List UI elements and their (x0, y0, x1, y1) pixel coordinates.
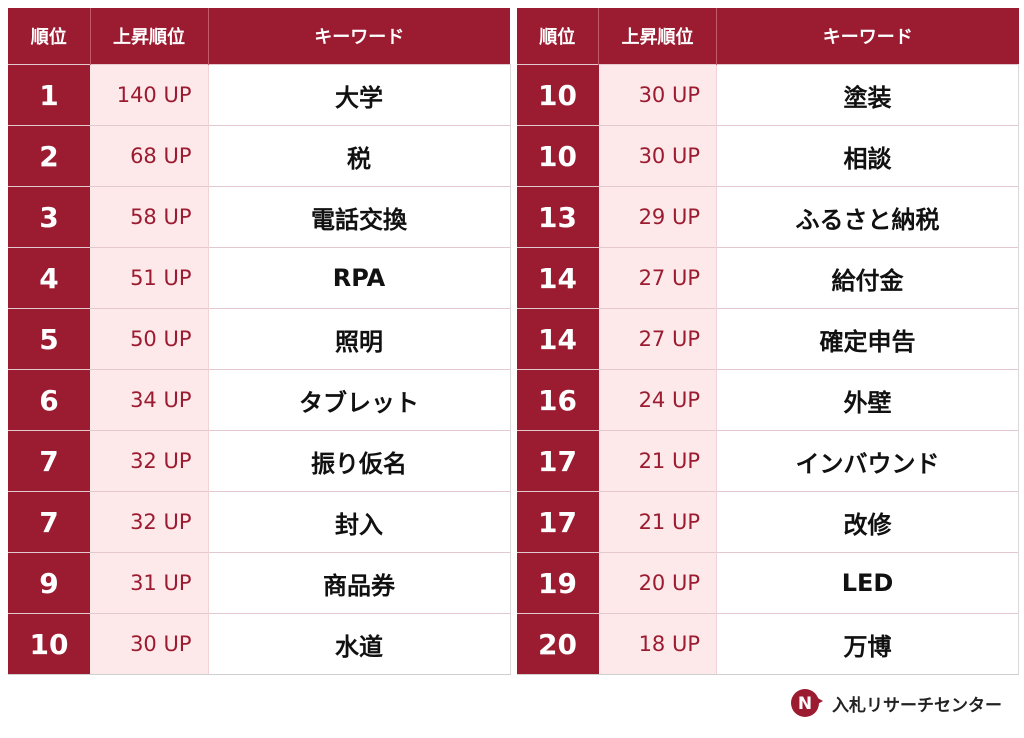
rank-up-value: 30 UP (598, 125, 717, 187)
table-row: 17 21 UP インバウンド (516, 430, 1019, 492)
table-row: 13 29 UP ふるさと納税 (516, 186, 1019, 248)
rank-number: 17 (516, 491, 599, 553)
table-row: 19 20 UP LED (516, 552, 1019, 614)
table-row: 14 27 UP 給付金 (516, 247, 1019, 309)
rank-number: 19 (516, 552, 599, 614)
keyword-text: 水道 (208, 613, 511, 675)
table-row: 20 18 UP 万博 (516, 613, 1019, 675)
rank-up-value: 20 UP (598, 552, 717, 614)
rank-up-value: 50 UP (90, 308, 209, 370)
table-row: 1 140 UP 大学 (8, 64, 511, 126)
rank-number: 10 (516, 125, 599, 187)
keyword-text: 振り仮名 (208, 430, 511, 492)
table-header-row: 順位 上昇順位 キーワード (8, 8, 510, 65)
keyword-text: インバウンド (716, 430, 1019, 492)
rank-number: 9 (8, 552, 90, 614)
table-row: 7 32 UP 振り仮名 (8, 430, 511, 492)
table-row: 10 30 UP 水道 (8, 613, 511, 675)
logo-mark-letter: N (798, 694, 812, 714)
rank-up-value: 34 UP (90, 369, 209, 431)
rank-number: 13 (516, 186, 599, 248)
keyword-text: 確定申告 (716, 308, 1019, 370)
rank-up-value: 27 UP (598, 308, 717, 370)
rank-number: 17 (516, 430, 599, 492)
keyword-text: 大学 (208, 64, 511, 126)
table-row: 4 51 UP RPA (8, 247, 511, 309)
logo-text: 入札リサーチセンター (832, 695, 1002, 716)
keyword-text: 給付金 (716, 247, 1019, 309)
table-row: 14 27 UP 確定申告 (516, 308, 1019, 370)
rank-number: 10 (8, 613, 90, 675)
rank-up-value: 18 UP (598, 613, 717, 675)
ranking-table-right-body: 10 30 UP 塗装 10 30 UP 相談 13 29 UP ふるさと納税 14 27 UP 給付… (516, 64, 1019, 675)
rank-up-value: 29 UP (598, 186, 717, 248)
rank-up-value: 31 UP (90, 552, 209, 614)
rank-up-value: 58 UP (90, 186, 209, 248)
table-row: 9 31 UP 商品券 (8, 552, 511, 614)
table-row: 17 21 UP 改修 (516, 491, 1019, 553)
rank-number: 14 (516, 308, 599, 370)
brand-logo: N 入札リサーチセンター (790, 688, 1002, 718)
rank-number: 4 (8, 247, 90, 309)
rank-number: 10 (516, 64, 599, 126)
keyword-text: RPA (208, 247, 511, 309)
header-keyword: キーワード (716, 8, 1019, 65)
ranking-table-left: 順位 上昇順位 キーワード 1 140 UP 大学 2 68 UP 税 3 58 UP 電話交換… (8, 8, 511, 675)
ranking-table-left-body: 1 140 UP 大学 2 68 UP 税 3 58 UP 電話交換 4 51 UP RPA 5 50 U… (8, 64, 511, 675)
table-row: 16 24 UP 外壁 (516, 369, 1019, 431)
ranking-tables: 順位 上昇順位 キーワード 1 140 UP 大学 2 68 UP 税 3 58 UP 電話交換… (8, 8, 1019, 675)
keyword-text: 改修 (716, 491, 1019, 553)
rank-number: 1 (8, 64, 90, 126)
rank-up-value: 24 UP (598, 369, 717, 431)
rank-up-value: 32 UP (90, 491, 209, 553)
rank-number: 7 (8, 430, 90, 492)
header-rank: 順位 (516, 8, 599, 65)
table-row: 6 34 UP タブレット (8, 369, 511, 431)
header-up: 上昇順位 (598, 8, 717, 65)
nyusatsu-logo-icon: N (791, 689, 823, 717)
rank-up-value: 30 UP (598, 64, 717, 126)
keyword-text: 万博 (716, 613, 1019, 675)
rank-number: 16 (516, 369, 599, 431)
header-rank: 順位 (8, 8, 91, 65)
table-row: 10 30 UP 塗装 (516, 64, 1019, 126)
rank-up-value: 32 UP (90, 430, 209, 492)
rank-up-value: 21 UP (598, 430, 717, 492)
keyword-text: ふるさと納税 (716, 186, 1019, 248)
ranking-table-right: 順位 上昇順位 キーワード 10 30 UP 塗装 10 30 UP 相談 13 29 UP ふ… (516, 8, 1019, 675)
rank-up-value: 68 UP (90, 125, 209, 187)
rank-up-value: 21 UP (598, 491, 717, 553)
rank-up-value: 27 UP (598, 247, 717, 309)
rank-up-value: 140 UP (90, 64, 209, 126)
keyword-text: 商品券 (208, 552, 511, 614)
keyword-text: 塗装 (716, 64, 1019, 126)
table-row: 10 30 UP 相談 (516, 125, 1019, 187)
table-row: 2 68 UP 税 (8, 125, 511, 187)
rank-up-value: 30 UP (90, 613, 209, 675)
rank-number: 5 (8, 308, 90, 370)
keyword-text: LED (716, 552, 1019, 614)
header-keyword: キーワード (208, 8, 510, 65)
keyword-text: 照明 (208, 308, 511, 370)
table-row: 7 32 UP 封入 (8, 491, 511, 553)
keyword-text: タブレット (208, 369, 511, 431)
header-up: 上昇順位 (90, 8, 209, 65)
rank-number: 20 (516, 613, 599, 675)
keyword-text: 外壁 (716, 369, 1019, 431)
keyword-text: 相談 (716, 125, 1019, 187)
table-header-row: 順位 上昇順位 キーワード (516, 8, 1019, 65)
rank-number: 2 (8, 125, 90, 187)
rank-number: 6 (8, 369, 90, 431)
rank-number: 3 (8, 186, 90, 248)
keyword-text: 税 (208, 125, 511, 187)
keyword-text: 封入 (208, 491, 511, 553)
table-row: 5 50 UP 照明 (8, 308, 511, 370)
rank-number: 7 (8, 491, 90, 553)
rank-up-value: 51 UP (90, 247, 209, 309)
table-row: 3 58 UP 電話交換 (8, 186, 511, 248)
keyword-text: 電話交換 (208, 186, 511, 248)
rank-number: 14 (516, 247, 599, 309)
